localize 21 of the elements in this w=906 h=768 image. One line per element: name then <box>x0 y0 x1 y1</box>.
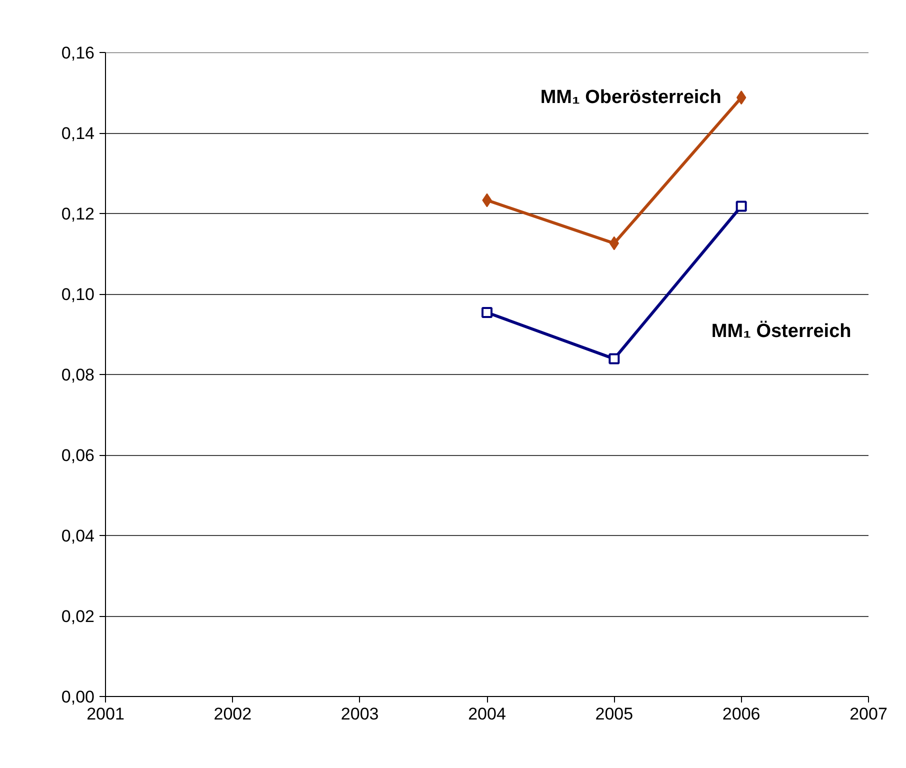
series-label: MM₁ Oberösterreich <box>540 87 722 108</box>
x-tick-label: 2006 <box>722 704 760 724</box>
point <box>482 307 492 318</box>
x-tick-label: 2003 <box>340 704 379 724</box>
text: MM₁ Österreich <box>711 320 852 342</box>
y-tick-label: 0,12 <box>61 204 95 224</box>
point <box>736 200 747 212</box>
x-tick-label: 2004 <box>468 704 506 724</box>
x-tick-label: 2007 <box>850 704 888 724</box>
y-tick-label: 0,04 <box>61 526 95 546</box>
x-tick-label: 2002 <box>214 704 252 724</box>
y-tick-label: 0,02 <box>61 607 95 626</box>
y-tick-label: 0,08 <box>61 366 95 384</box>
y-tick-label: 0,06 <box>61 446 95 465</box>
y-tick-label: 0,00 <box>61 688 95 706</box>
x-tick-label: 2001 <box>86 704 124 724</box>
point <box>608 353 620 364</box>
y-tick-label: 0,16 <box>61 44 95 62</box>
y-tick-label: 0,10 <box>61 285 95 304</box>
y-tick-label: 0,14 <box>61 124 95 143</box>
x-tick-label: 2005 <box>595 704 634 724</box>
